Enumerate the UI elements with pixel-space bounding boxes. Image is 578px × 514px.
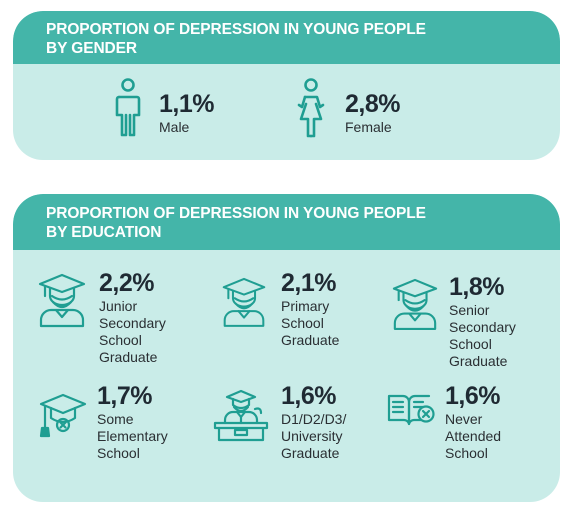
label-line: Attended (445, 428, 502, 444)
female-value: 2,8% (345, 90, 400, 118)
graduate-icon (391, 274, 439, 332)
label-line: Senior (449, 302, 490, 318)
label-line: Elementary (97, 428, 168, 444)
gender-header-band (13, 11, 560, 64)
some-elementary-label: Some Elementary School (97, 411, 168, 462)
graduate-icon (37, 270, 87, 328)
gender-title: PROPORTION OF DEPRESSION IN YOUNG PEOPLE… (46, 20, 426, 58)
label-line: Graduate (99, 349, 158, 365)
gender-title-line2: BY GENDER (46, 40, 137, 57)
gender-card: PROPORTION OF DEPRESSION IN YOUNG PEOPLE… (13, 11, 560, 160)
primary-label: Primary School Graduate (281, 298, 339, 349)
never-attended-label: Never Attended School (445, 411, 501, 462)
label-line: School (99, 332, 142, 348)
junior-secondary-label: Junior Secondary School Graduate (99, 298, 166, 366)
label-line: University (281, 428, 343, 444)
label-line: School (449, 336, 492, 352)
book-x-icon (387, 392, 435, 428)
education-title-line1: PROPORTION OF DEPRESSION IN YOUNG PEOPLE (46, 205, 426, 222)
label-line: Graduate (281, 445, 340, 461)
university-value: 1,6% (281, 382, 336, 410)
primary-value: 2,1% (281, 269, 336, 297)
male-value: 1,1% (159, 90, 214, 118)
male-icon (113, 78, 143, 140)
university-label: D1/D2/D3/ University Graduate (281, 411, 346, 462)
label-line: School (281, 315, 324, 331)
some-elementary-value: 1,7% (97, 382, 152, 410)
label-line: School (445, 445, 488, 461)
label-line: School (97, 445, 140, 461)
label-line: Never (445, 411, 483, 427)
education-title-line2: BY EDUCATION (46, 224, 162, 241)
education-header-band (13, 194, 560, 250)
junior-secondary-value: 2,2% (99, 269, 154, 297)
senior-secondary-value: 1,8% (449, 273, 504, 301)
gender-title-line1: PROPORTION OF DEPRESSION IN YOUNG PEOPLE (46, 21, 426, 38)
label-line: D1/D2/D3/ (281, 411, 347, 427)
male-label: Male (159, 119, 190, 135)
label-line: Secondary (449, 319, 516, 335)
label-line: Some (97, 411, 134, 427)
label-line: Secondary (99, 315, 166, 331)
label-line: Graduate (281, 332, 340, 348)
label-line: Primary (281, 298, 330, 314)
label-line: Graduate (449, 353, 508, 369)
label-line: Junior (99, 298, 138, 314)
speaker-podium-icon (211, 387, 271, 443)
never-attended-value: 1,6% (445, 382, 500, 410)
female-label: Female (345, 119, 392, 135)
female-icon (294, 78, 328, 140)
education-card: PROPORTION OF DEPRESSION IN YOUNG PEOPLE… (13, 194, 560, 502)
graduation-cap-x-icon (39, 390, 87, 440)
education-title: PROPORTION OF DEPRESSION IN YOUNG PEOPLE… (46, 204, 426, 242)
senior-secondary-label: Senior Secondary School Graduate (449, 302, 516, 370)
graduate-icon (221, 274, 267, 328)
